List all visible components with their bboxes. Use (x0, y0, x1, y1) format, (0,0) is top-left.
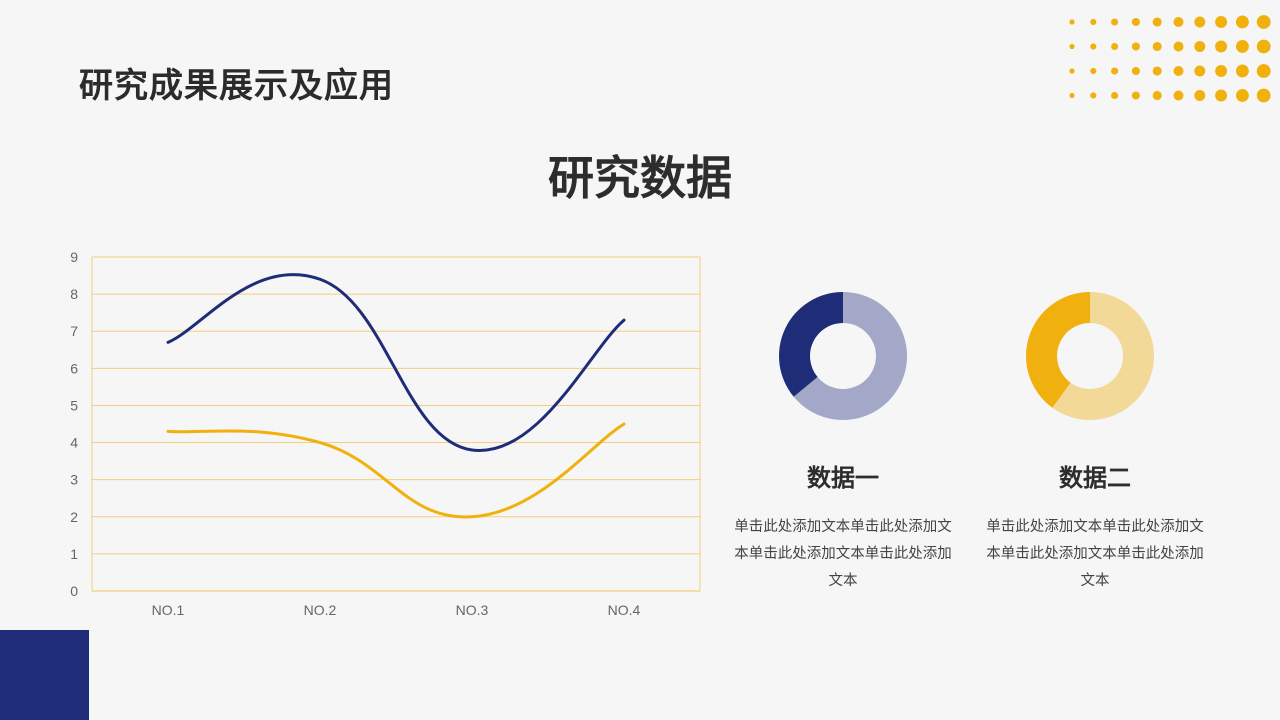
y-tick-label: 4 (70, 435, 78, 451)
y-tick-label: 6 (70, 360, 78, 376)
decorative-dot (1090, 43, 1097, 50)
decorative-dot (1131, 66, 1140, 76)
decorative-dot (1131, 17, 1140, 27)
decorative-dot (1090, 92, 1097, 99)
decorative-dot (1194, 16, 1206, 28)
decorative-dot (1152, 66, 1162, 76)
decorative-dot (1111, 67, 1119, 75)
decorative-dot (1152, 17, 1162, 27)
line-chart: 0 1 2 3 4 5 6 7 8 9 NO.1 NO.2 NO.3 NO.4 (70, 249, 701, 618)
data-two-description: 单击此处添加文本单击此处添加文本单击此处添加文本单击此处添加文本 (986, 519, 1204, 589)
decorative-dot (1194, 41, 1206, 52)
data-two-title: 数据二 (1059, 464, 1131, 492)
x-tick-label: NO.3 (456, 602, 489, 618)
y-tick-label: 8 (70, 286, 78, 302)
y-tick-label: 7 (70, 323, 78, 339)
decorative-dot (1090, 18, 1097, 26)
x-tick-label: NO.1 (152, 602, 185, 618)
decorative-dot (1194, 90, 1206, 101)
x-tick-label: NO.2 (304, 602, 337, 618)
decorative-dot (1256, 15, 1271, 29)
y-tick-label: 5 (70, 397, 78, 413)
decorative-dot (1131, 42, 1140, 51)
decorative-dot (1069, 43, 1075, 50)
decorative-dot (1152, 90, 1162, 101)
y-tick-label: 0 (70, 583, 78, 599)
y-tick-label: 3 (70, 472, 78, 488)
decorative-dot (1173, 66, 1184, 76)
donut-slice-1 (1052, 292, 1154, 420)
decorative-dot (1111, 42, 1119, 51)
decorative-dot (1069, 92, 1075, 99)
y-tick-label: 9 (70, 249, 78, 265)
decorative-dot (1256, 39, 1271, 54)
decorative-dot (1235, 40, 1249, 53)
donut-chart-one (779, 292, 907, 420)
decorative-dot (1256, 64, 1271, 78)
decorative-dot (1152, 41, 1162, 52)
decorative-dot (1069, 68, 1075, 74)
donut-chart-two (1026, 292, 1154, 420)
decorative-dot (1173, 17, 1184, 27)
decorative-dot (1215, 16, 1228, 28)
decorative-dot (1111, 91, 1119, 100)
data-one-description: 单击此处添加文本单击此处添加文本单击此处添加文本单击此处添加文本 (734, 519, 952, 589)
decorative-dot (1215, 65, 1228, 77)
navy-corner-block (0, 630, 89, 720)
y-tick-label: 1 (70, 546, 78, 562)
decorative-dot (1215, 89, 1228, 102)
donut-slice-1 (793, 292, 907, 420)
donut-slice-2 (779, 292, 843, 397)
section-title: 研究数据 (548, 151, 732, 205)
decorative-dot (1069, 19, 1075, 25)
x-tick-label: NO.4 (608, 602, 641, 618)
y-tick-label: 2 (70, 509, 78, 525)
plot-border (91, 256, 701, 592)
decorative-dot-grid (1069, 15, 1271, 103)
decorative-dot (1090, 67, 1097, 75)
series-line-2 (166, 422, 626, 519)
decorative-dot (1173, 90, 1184, 101)
decorative-dot (1235, 64, 1249, 78)
series-line-1 (166, 273, 626, 452)
decorative-dot (1173, 41, 1184, 52)
decorative-dot (1111, 18, 1119, 26)
decorative-dot (1215, 40, 1228, 53)
page-title: 研究成果展示及应用 (79, 66, 394, 106)
data-one-title: 数据一 (807, 464, 879, 492)
donut-slice-2 (1026, 292, 1090, 408)
decorative-dot (1235, 15, 1249, 29)
decorative-dot (1235, 89, 1249, 102)
decorative-dot (1194, 65, 1206, 77)
decorative-dot (1256, 88, 1271, 103)
decorative-dot (1131, 91, 1140, 100)
